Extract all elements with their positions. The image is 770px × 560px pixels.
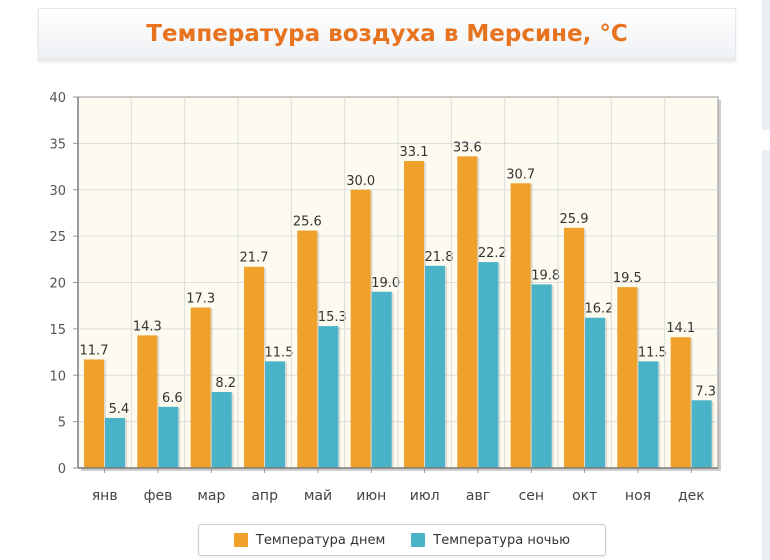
data-label-day: 30.0 <box>346 174 375 189</box>
data-label-day: 33.1 <box>400 145 429 160</box>
bar-night <box>425 265 445 468</box>
legend-label-day: Температура днем <box>255 532 386 548</box>
bar-day <box>617 287 638 468</box>
y-tick-label: 30 <box>49 184 66 199</box>
bar-night <box>211 391 232 468</box>
y-tick-label: 5 <box>58 416 66 431</box>
data-label-night: 16.2 <box>585 302 614 317</box>
legend-item-day[interactable]: Температура днем <box>233 532 386 548</box>
bar-night <box>318 326 339 468</box>
data-label-night: 11.5 <box>265 345 294 360</box>
bar-day <box>350 189 371 468</box>
data-label-night: 5.4 <box>109 402 130 417</box>
bar-night <box>638 361 659 468</box>
x-tick-label: июн <box>356 488 386 504</box>
legend-item-night[interactable]: Температура ночью <box>411 533 570 548</box>
bar-night <box>105 417 125 468</box>
data-label-day: 14.3 <box>133 319 162 334</box>
bar-night <box>478 262 499 468</box>
x-tick-label: мар <box>197 488 225 504</box>
x-tick-label: апр <box>251 488 278 504</box>
bar-day <box>244 266 264 468</box>
y-tick-label: 20 <box>49 277 66 292</box>
data-label-night: 19.8 <box>531 268 560 283</box>
y-tick-label: 15 <box>49 323 66 338</box>
data-label-night: 11.5 <box>638 345 667 360</box>
bar-day <box>404 160 424 468</box>
bar-night <box>158 406 179 468</box>
x-tick-label: июл <box>410 488 440 504</box>
data-label-day: 14.1 <box>666 321 695 336</box>
data-label-day: 21.7 <box>240 251 269 266</box>
bar-night <box>265 361 285 468</box>
bar-night <box>371 291 392 468</box>
bar-day <box>670 337 691 468</box>
data-label-day: 25.6 <box>293 215 322 230</box>
data-label-night: 8.2 <box>215 376 236 391</box>
legend-swatch-night <box>411 533 426 547</box>
bar-day <box>190 307 211 468</box>
x-tick-label: авг <box>466 488 490 504</box>
chart-title-bar: Температура воздуха в Мерсине, °С <box>38 8 736 60</box>
data-label-day: 19.5 <box>613 271 642 286</box>
data-label-night: 19.0 <box>371 276 400 291</box>
data-label-day: 30.7 <box>506 167 535 182</box>
data-label-day: 33.6 <box>453 140 482 155</box>
x-tick-label: май <box>304 488 332 504</box>
right-edge-strip-top <box>762 0 770 130</box>
bar-night <box>531 284 552 468</box>
legend-swatch-day <box>233 533 248 547</box>
right-edge-strip-bottom <box>762 150 770 560</box>
bar-day <box>84 359 104 468</box>
data-label-night: 15.3 <box>318 310 347 325</box>
x-tick-label: дек <box>678 488 705 504</box>
data-label-night: 21.8 <box>425 250 454 265</box>
x-tick-label: окт <box>572 488 597 504</box>
bar-night <box>691 400 712 468</box>
data-label-day: 25.9 <box>560 212 589 227</box>
y-tick-label: 40 <box>49 91 66 106</box>
bar-day <box>297 230 318 468</box>
x-tick-label: янв <box>92 488 118 504</box>
y-tick-label: 35 <box>49 137 66 152</box>
temperature-bar-chart: 0 5 10 15 20 25 30 35 40 янв 11.7 5.4 фев 14.3 6.6 мар 1… <box>49 91 721 504</box>
data-label-night: 7.3 <box>695 384 716 399</box>
y-tick-label: 25 <box>49 230 66 245</box>
bar-day <box>137 335 158 468</box>
bar-night <box>585 317 605 468</box>
legend-label-night: Температура ночью <box>433 532 571 548</box>
data-label-night: 6.6 <box>162 391 183 406</box>
y-tick-label: 0 <box>58 462 66 477</box>
chart-legend: Температура днем Температура ночью <box>198 524 606 556</box>
x-tick-label: фев <box>144 488 173 504</box>
data-label-night: 22.2 <box>478 246 507 261</box>
x-tick-label: сен <box>519 488 544 504</box>
data-label-day: 11.7 <box>80 343 109 358</box>
chart-title: Температура воздуха в Мерсине, °С <box>146 21 628 47</box>
data-label-day: 17.3 <box>186 292 215 307</box>
x-tick-label: ноя <box>625 488 651 504</box>
bar-day <box>510 183 531 468</box>
bar-day <box>457 156 478 469</box>
bar-day <box>564 227 584 468</box>
y-tick-label: 10 <box>49 369 66 384</box>
